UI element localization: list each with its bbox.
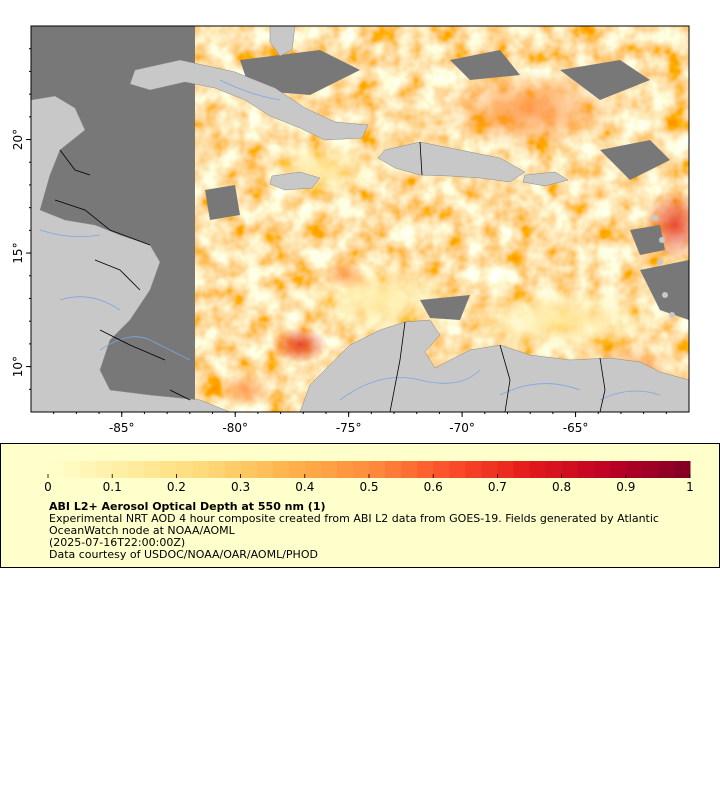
colorbar-cell (513, 461, 530, 478)
colorbar-ticks: 0 0.1 0.2 0.3 0.4 0.5 0.6 0.7 0.8 0.9 1 (44, 474, 694, 494)
colorbar-cell (128, 461, 145, 478)
x-axis: -85° -80° -75° -70° -65° (53, 412, 667, 435)
central-america (31, 95, 231, 412)
legend-credit: Data courtesy of USDOC/NOAA/OAR/AOML/PHO… (49, 548, 318, 561)
colorbar-cells (48, 461, 691, 478)
colorbar-cell (352, 461, 370, 478)
no-data-gaps (205, 50, 689, 320)
colorbar-cell (625, 461, 643, 478)
colorbar-cell (176, 461, 193, 478)
puerto-rico (522, 171, 569, 187)
map-frame (30, 25, 690, 413)
jamaica (269, 171, 321, 191)
colorbar-cell (385, 461, 402, 478)
colorbar-cell (80, 461, 97, 478)
colorbar: 0 0.1 0.2 0.3 0.4 0.5 0.6 0.7 0.8 0.9 1 (44, 461, 694, 494)
colorbar-cell (336, 461, 354, 478)
hispaniola (377, 141, 526, 183)
country-borders (54, 141, 606, 412)
colorbar-tick-label: 0.8 (552, 480, 571, 494)
colorbar-cell (577, 461, 595, 478)
colorbar-cell (481, 461, 498, 478)
land-masses (31, 26, 689, 412)
colorbar-cell (641, 461, 659, 478)
colorbar-cell (288, 461, 306, 478)
colorbar-cell (112, 461, 129, 478)
colorbar-cell (529, 461, 547, 478)
island (652, 215, 658, 221)
colorbar-cell (192, 461, 209, 478)
colorbar-cell (465, 461, 482, 478)
legend-description: Experimental NRT AOD 4 hour composite cr… (49, 512, 659, 537)
colorbar-cell (609, 461, 627, 478)
colorbar-cell (417, 461, 434, 478)
colorbar-cell (48, 461, 65, 478)
colorbar-tick-label: 0.7 (488, 480, 507, 494)
colorbar-cell (401, 461, 418, 478)
colorbar-cell (256, 461, 274, 478)
colorbar-tick-label: 0.3 (231, 480, 250, 494)
colorbar-tick-label: 0.2 (167, 480, 186, 494)
legend-text: ABI L2+ Aerosol Optical Depth at 550 nm … (49, 501, 709, 561)
south-america (299, 319, 689, 412)
island (662, 292, 668, 298)
x-tick-label: -70° (449, 421, 475, 435)
aod-low-region (460, 285, 660, 355)
map-area: -85° -80° -75° -70° -65° 20° 15° 10° (11, 25, 690, 435)
colorbar-cell (240, 461, 258, 478)
colorbar-cell (673, 461, 691, 478)
legend-title: ABI L2+ Aerosol Optical Depth at 550 nm … (49, 500, 326, 513)
y-tick-label: 10° (11, 356, 25, 377)
aod-map: -85° -80° -75° -70° -65° 20° 15° 10° (11, 25, 690, 435)
aod-high-region (272, 327, 328, 363)
y-axis: 20° 15° 10° (11, 48, 31, 390)
colorbar-cell (160, 461, 177, 478)
map-plot (31, 26, 689, 412)
aod-high-region (220, 372, 270, 408)
florida (269, 26, 296, 57)
colorbar-cell (433, 461, 450, 478)
colorbar-cell (144, 461, 161, 478)
colorbar-tick-label: 0.1 (103, 480, 122, 494)
x-tick-label: -75° (336, 421, 362, 435)
colorbar-cell (96, 461, 113, 478)
aod-low-region (260, 140, 380, 200)
island (659, 237, 665, 243)
colorbar-cell (208, 461, 226, 478)
colorbar-cell (657, 461, 675, 478)
cuba (129, 59, 369, 141)
x-tick-label: -85° (109, 421, 135, 435)
colorbar-cell (304, 461, 322, 478)
y-tick-label: 20° (11, 129, 25, 150)
x-tick-label: -80° (222, 421, 248, 435)
colorbar-tick-label: 0.9 (616, 480, 635, 494)
colorbar-cell (449, 461, 466, 478)
island (669, 312, 675, 318)
aod-high-region (323, 261, 367, 289)
colorbar-cell (593, 461, 611, 478)
legend-panel: 0 0.1 0.2 0.3 0.4 0.5 0.6 0.7 0.8 0.9 1 ABI L2+ Ae… (0, 443, 720, 568)
colorbar-cell (369, 461, 386, 478)
colorbar-tick-label: 0.5 (359, 480, 378, 494)
y-tick-label: 15° (11, 242, 25, 263)
colorbar-cell (561, 461, 579, 478)
colorbar-cell (224, 461, 242, 478)
x-tick-label: -65° (563, 421, 589, 435)
colorbar-tick-label: 0.6 (424, 480, 443, 494)
colorbar-cell (64, 461, 81, 478)
colorbar-cell (497, 461, 514, 478)
colorbar-cell (545, 461, 563, 478)
colorbar-cell (320, 461, 338, 478)
legend-timestamp: (2025-07-16T22:00:00Z) (49, 536, 186, 549)
colorbar-tick-label: 0.4 (295, 480, 314, 494)
colorbar-tick-label: 0 (44, 480, 52, 494)
aod-high-region (440, 70, 620, 150)
colorbar-cell (272, 461, 290, 478)
colorbar-tick-label: 1 (686, 480, 694, 494)
island (657, 259, 663, 265)
